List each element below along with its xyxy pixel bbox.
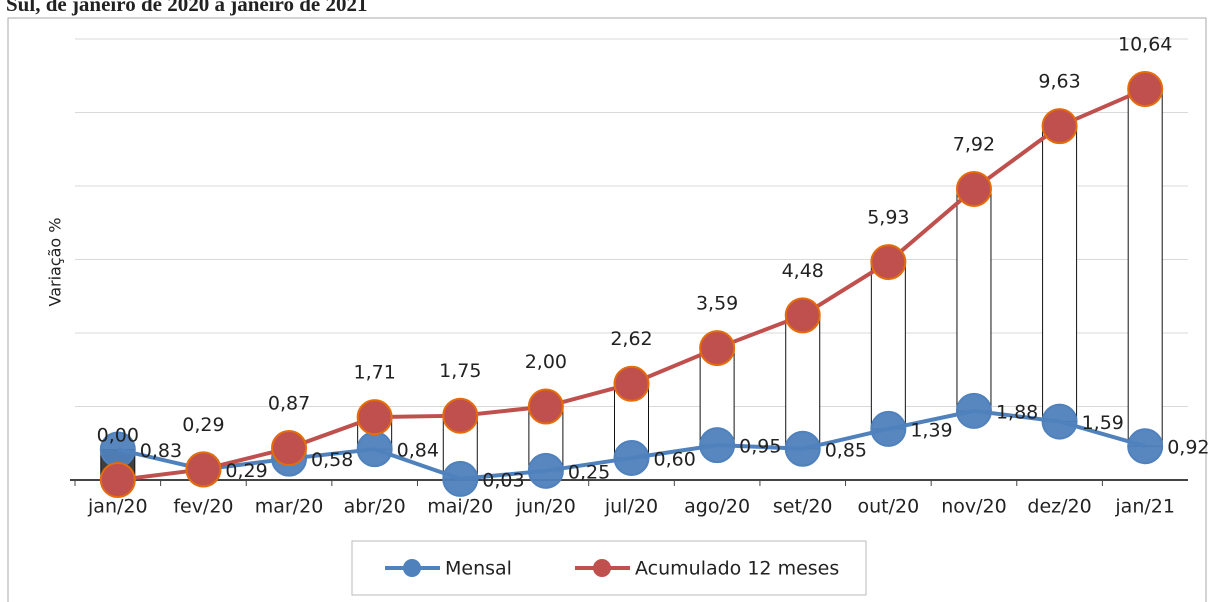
point bbox=[527, 452, 564, 489]
data-label: 1,59 bbox=[1082, 412, 1124, 434]
data-label: 0,83 bbox=[140, 440, 182, 462]
data-label: 7,92 bbox=[953, 133, 995, 155]
data-label: 0,92 bbox=[1167, 437, 1209, 459]
x-tick-label: abr/20 bbox=[344, 496, 406, 518]
point bbox=[955, 392, 992, 429]
legend-marker bbox=[593, 559, 611, 577]
point bbox=[955, 170, 992, 207]
point bbox=[442, 460, 479, 497]
data-label: 0,95 bbox=[739, 436, 781, 458]
point bbox=[784, 430, 821, 467]
data-label: 0,84 bbox=[397, 440, 439, 462]
data-label: 0,03 bbox=[482, 469, 524, 491]
x-tick-label: mar/20 bbox=[255, 496, 324, 518]
data-label: 10,64 bbox=[1118, 33, 1172, 55]
point bbox=[442, 397, 479, 434]
chart-title: Sul, de janeiro de 2020 a janeiro de 202… bbox=[6, 0, 367, 16]
data-label: 0,60 bbox=[654, 448, 696, 470]
x-tick-label: nov/20 bbox=[941, 496, 1007, 518]
point bbox=[271, 430, 308, 467]
data-label: 0,29 bbox=[225, 460, 267, 482]
x-tick-label: fev/20 bbox=[173, 496, 233, 518]
up-down-bar bbox=[956, 188, 992, 412]
data-label: 9,63 bbox=[1038, 71, 1080, 93]
x-tick-label: mai/20 bbox=[427, 496, 493, 518]
point bbox=[1041, 108, 1078, 145]
point bbox=[870, 410, 907, 447]
data-label: 5,93 bbox=[867, 207, 909, 229]
data-label: 1,71 bbox=[353, 362, 395, 384]
point bbox=[699, 330, 736, 367]
legend-label: Acumulado 12 meses bbox=[635, 558, 839, 580]
x-tick-label: out/20 bbox=[857, 496, 919, 518]
point bbox=[699, 427, 736, 464]
chart-frame bbox=[7, 17, 1207, 602]
data-label: 1,75 bbox=[439, 360, 481, 382]
point bbox=[613, 365, 650, 402]
up-down-bar bbox=[785, 314, 821, 450]
data-label: 2,62 bbox=[610, 328, 652, 350]
point bbox=[613, 439, 650, 476]
x-tick-label: ago/20 bbox=[684, 496, 750, 518]
up-down-bar bbox=[870, 261, 906, 430]
point bbox=[99, 462, 136, 498]
point bbox=[784, 297, 821, 334]
data-label: 1,88 bbox=[996, 401, 1038, 423]
legend-label: Mensal bbox=[445, 558, 512, 580]
point bbox=[356, 399, 393, 436]
point bbox=[870, 244, 907, 281]
data-label: 1,39 bbox=[910, 419, 952, 441]
data-label: 0,00 bbox=[97, 425, 139, 447]
data-label: 4,48 bbox=[782, 260, 824, 282]
up-down-bar bbox=[1127, 88, 1163, 447]
data-label: 0,85 bbox=[825, 439, 867, 461]
legend-marker bbox=[403, 559, 421, 577]
data-label: 0,58 bbox=[311, 449, 353, 471]
up-down-bar bbox=[1042, 125, 1078, 423]
point bbox=[185, 451, 222, 488]
x-tick-label: jan/21 bbox=[1114, 496, 1175, 518]
point bbox=[1127, 428, 1164, 465]
point bbox=[1041, 403, 1078, 440]
x-tick-label: jul/20 bbox=[604, 496, 658, 518]
data-label: 2,00 bbox=[525, 351, 567, 373]
data-label: 0,29 bbox=[182, 414, 224, 436]
data-label: 3,59 bbox=[696, 293, 738, 315]
x-tick-label: jan/20 bbox=[87, 496, 148, 518]
y-axis-label: Variação % bbox=[46, 217, 65, 306]
point bbox=[1127, 70, 1164, 107]
data-label: 0,87 bbox=[268, 393, 310, 415]
point bbox=[527, 388, 564, 425]
x-tick-label: jun/20 bbox=[515, 496, 576, 518]
data-label: 0,25 bbox=[568, 461, 610, 483]
point bbox=[356, 431, 393, 468]
x-tick-label: dez/20 bbox=[1027, 496, 1091, 518]
x-tick-label: set/20 bbox=[773, 496, 833, 518]
